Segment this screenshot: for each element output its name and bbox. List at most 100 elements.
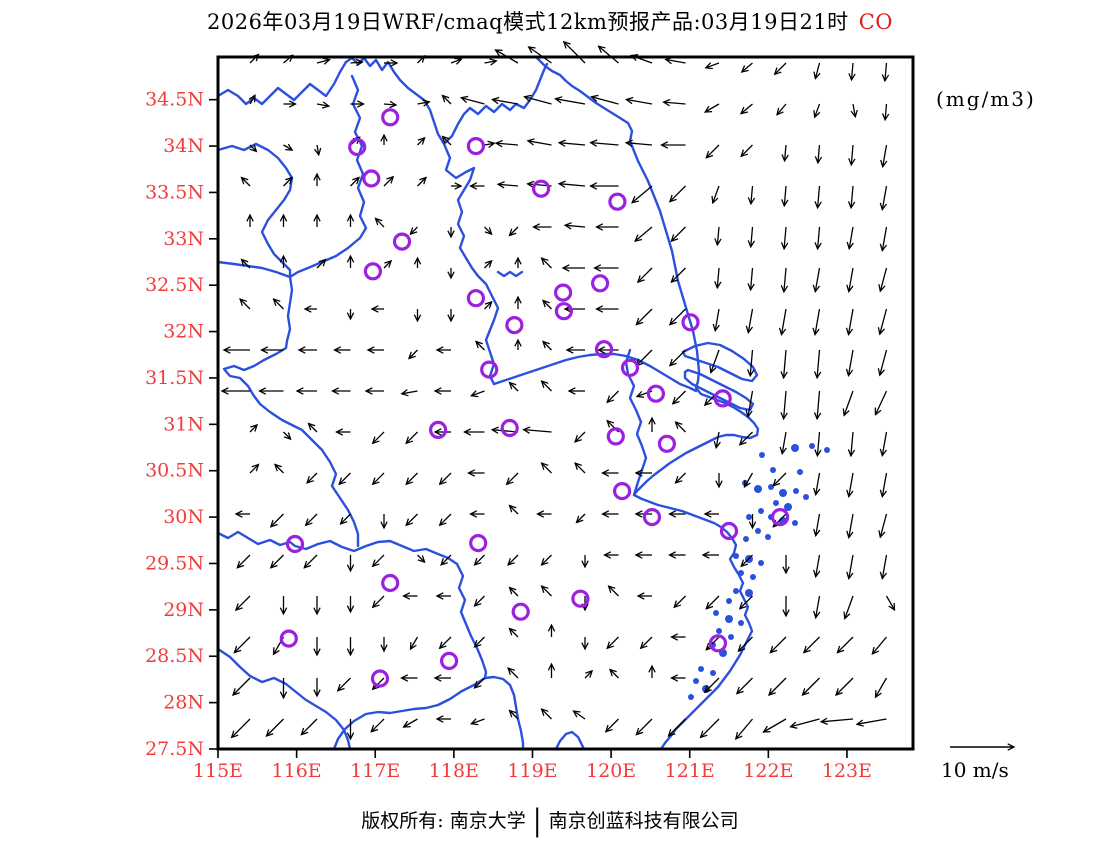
wind-arrow [564, 42, 586, 64]
wind-arrow [373, 554, 385, 566]
wind-arrow [815, 308, 821, 335]
wind-arrow [441, 554, 452, 565]
station-circle [469, 533, 488, 553]
wind-arrow [676, 422, 686, 433]
station-circle [719, 521, 739, 541]
wind-arrow [849, 349, 854, 376]
station-circle [500, 418, 519, 438]
wind-arrow [880, 308, 888, 334]
wind-arrow [784, 226, 786, 249]
station-circle [708, 634, 728, 653]
boundary-changxing-island [683, 368, 755, 412]
station-circle [348, 137, 367, 157]
wind-arrow [240, 299, 251, 310]
wind-arrow [283, 178, 293, 187]
y-axis-tick-label: 29N [163, 599, 204, 621]
station-circle [511, 602, 530, 621]
wind-arrow [740, 595, 753, 609]
wind-arrow [784, 185, 786, 206]
wind-arrow [406, 513, 418, 525]
island-dot [728, 634, 734, 640]
wind-arrow [849, 513, 854, 538]
wind-arrow [440, 636, 452, 648]
wind-arrow [851, 431, 853, 456]
wind-arrow [849, 472, 854, 497]
wind-arrow [249, 425, 257, 433]
wind-arrow [283, 145, 293, 150]
wind-arrow [232, 718, 251, 737]
title-text: 2026年03月19日WRF/cmaq模式12km预报产品:03月19日21时 [207, 10, 849, 34]
wind-arrow [417, 102, 430, 104]
wind-arrow [510, 711, 519, 720]
wind-arrow [849, 308, 854, 335]
wind-arrow [584, 671, 592, 679]
wind-arrow [507, 472, 519, 484]
wind-arrow [542, 554, 552, 565]
boundary-jiangsu-anhui-border [442, 142, 500, 386]
wind-arrow [740, 431, 753, 445]
wind-arrow [274, 299, 284, 310]
boundary-yangtze-river-east [492, 352, 698, 393]
wind-arrow [475, 636, 485, 647]
wind-arrow [857, 718, 887, 724]
wind-arrow [751, 185, 753, 204]
wind-arrow [791, 718, 820, 727]
y-axis-tick-label: 33.5N [145, 181, 204, 203]
station-circle [429, 420, 448, 439]
wind-arrow [373, 431, 385, 443]
wind-arrow [249, 465, 259, 474]
boundary-gaoyou-lake-fragment [496, 270, 524, 278]
wind-arrow [606, 718, 619, 732]
station-circle [285, 534, 305, 554]
wind-arrow [711, 349, 720, 373]
wind-arrow [851, 144, 853, 165]
station-circle [531, 179, 551, 198]
wind-arrow [775, 62, 787, 74]
boundary-border-southwest-branch [332, 676, 487, 751]
wind-arrow [671, 267, 686, 282]
wind-arrow [777, 103, 787, 115]
wind-arrow [236, 595, 251, 610]
x-axis-tick-label: 122E [743, 760, 793, 782]
station-circle [370, 669, 390, 688]
wind-vector-field [222, 42, 895, 739]
wind-arrow [607, 636, 619, 648]
wind-arrow [383, 177, 393, 187]
wind-arrow [636, 308, 653, 325]
island-dot [755, 528, 761, 534]
wind-arrow [626, 143, 653, 145]
wind-arrow [671, 226, 686, 241]
station-circle [480, 360, 499, 379]
wind-arrow [853, 103, 855, 117]
boundary-border-southeast-branch [483, 675, 525, 751]
wind-arrow [484, 61, 497, 63]
island-dot [688, 694, 694, 700]
station-circle [466, 289, 485, 308]
wind-arrow [450, 59, 461, 63]
wind-arrow [510, 226, 519, 236]
station-circle [381, 573, 400, 593]
province-boundaries [216, 55, 760, 751]
station-circle [381, 108, 400, 127]
wind-arrow [556, 99, 586, 105]
wind-arrow [818, 226, 820, 249]
wind-arrow [773, 472, 787, 486]
wind-arrow [350, 62, 363, 63]
wind-arrow [845, 595, 854, 619]
wind-arrow [872, 636, 887, 654]
station-circle [553, 283, 573, 302]
wind-arrow [673, 390, 686, 404]
wind-arrow [804, 636, 820, 653]
wind-arrow [885, 595, 895, 610]
island-dot [824, 447, 830, 453]
wind-arrow [706, 636, 720, 650]
wind-arrow [373, 677, 385, 689]
wind-arrow [559, 184, 586, 186]
wind-arrow [816, 513, 820, 536]
wind-arrow [784, 349, 786, 378]
wind-arrow [599, 46, 619, 64]
wind-arrow [542, 586, 552, 597]
station-circle [657, 434, 677, 453]
wind-arrow [417, 554, 425, 562]
wind-arrow [306, 513, 318, 525]
